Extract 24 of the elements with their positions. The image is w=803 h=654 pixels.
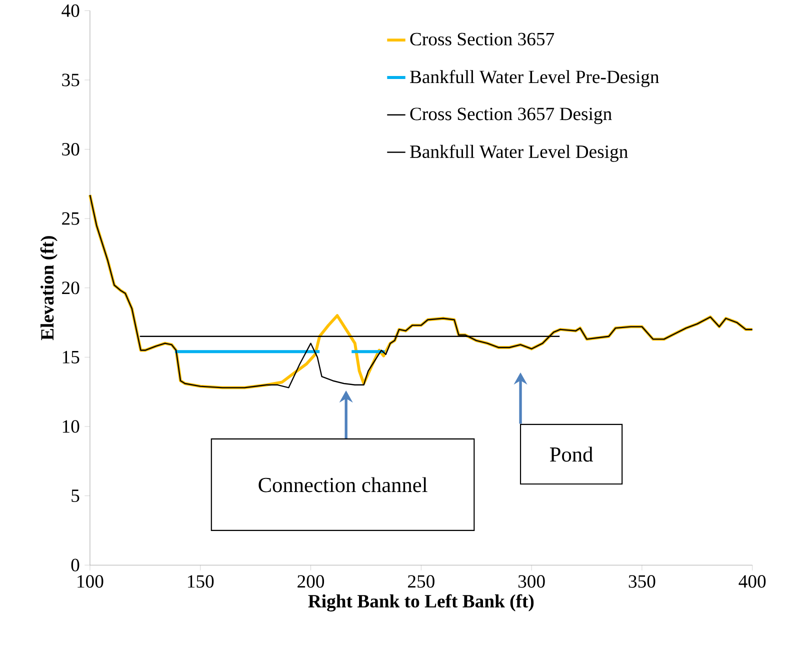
x-axis-title: Right Bank to Left Bank (ft): [308, 594, 534, 612]
x-tick-label: 350: [628, 574, 656, 588]
x-tick-label: 300: [518, 574, 545, 588]
x-tick-label: 400: [738, 574, 766, 588]
x-tick-label: 100: [78, 574, 104, 588]
y-tick-label: 40: [62, 4, 80, 17]
y-tick-label: 10: [62, 420, 80, 433]
x-tick-label: 250: [408, 574, 434, 588]
legend-label: Cross Section 3657 Design: [410, 108, 612, 124]
legend-label: Bankfull Water Level Design: [410, 144, 628, 162]
y-tick-label: 5: [72, 489, 80, 502]
y-tick-label: 20: [62, 281, 80, 294]
y-tick-label: 0: [71, 558, 80, 572]
annotation: Pond: [550, 446, 593, 462]
y-tick-label: 35: [62, 74, 80, 86]
legend-label: Cross Section 3657: [410, 32, 554, 46]
annotation: Connection channel: [258, 477, 428, 492]
x-tick-label: 150: [188, 574, 214, 588]
y-tick-label: 25: [62, 212, 80, 225]
y-tick-label: 30: [62, 142, 80, 156]
y-tick-label: 15: [62, 350, 80, 364]
y-axis-title: Elevation (ft): [40, 236, 58, 340]
legend-label: Bankfull Water Level Pre-Design: [410, 70, 660, 87]
x-tick-label: 200: [298, 574, 324, 588]
